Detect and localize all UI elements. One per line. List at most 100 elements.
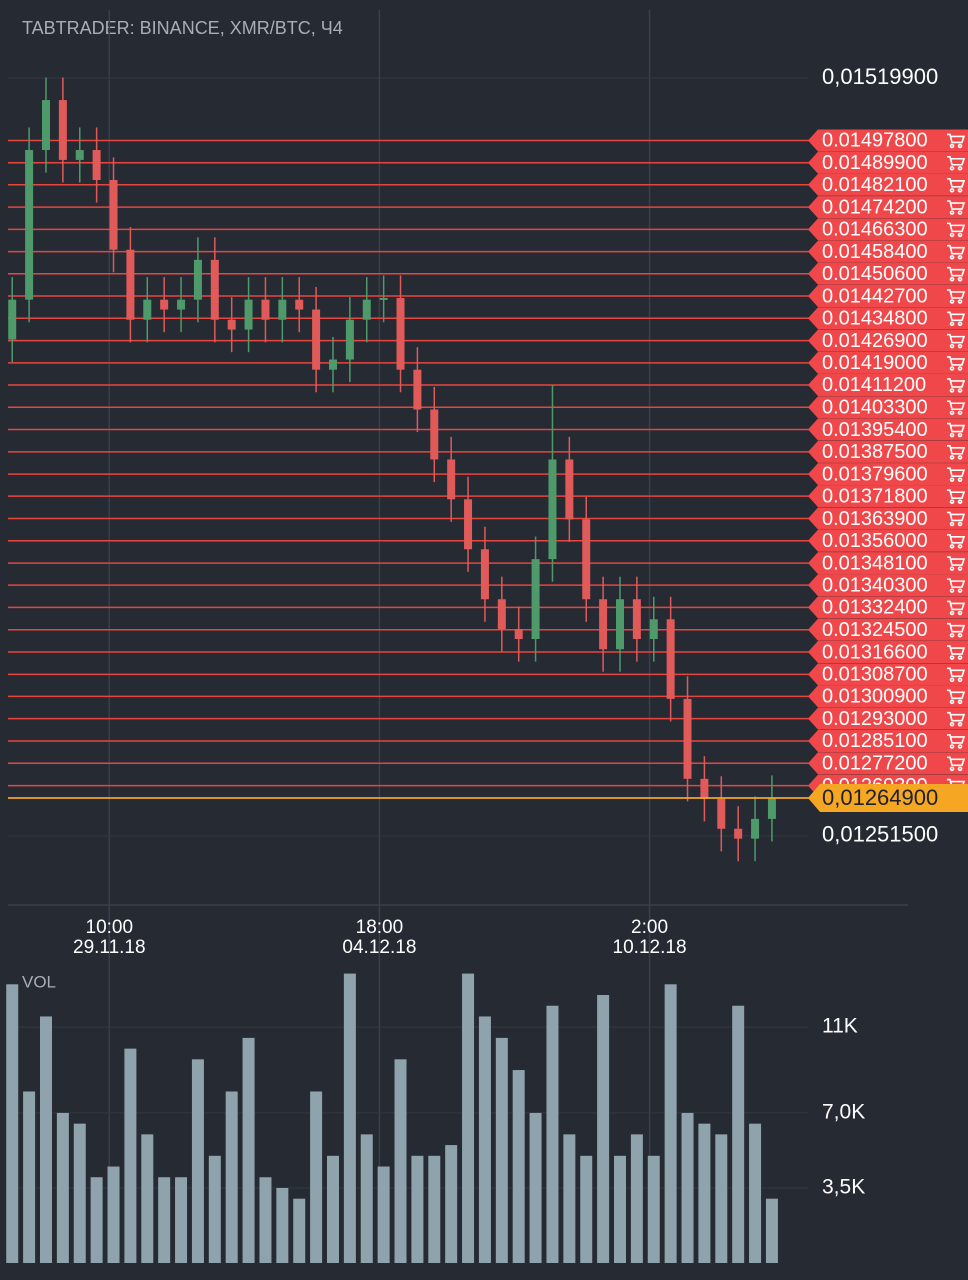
volume-bar	[749, 1123, 762, 1263]
volume-bar	[158, 1177, 171, 1263]
order-label: 0.01434800	[822, 308, 928, 330]
candle-body	[58, 100, 67, 160]
candle-body	[599, 599, 608, 650]
volume-bar	[310, 1091, 323, 1263]
x-tick-date: 29.11.18	[73, 937, 146, 958]
order-label: 0.01371800	[822, 485, 928, 507]
order-label: 0.01474200	[822, 196, 928, 218]
volume-bar	[529, 1112, 542, 1263]
candle-body	[632, 599, 641, 640]
volume-bar	[681, 1112, 694, 1263]
cart-icon	[947, 244, 966, 260]
order-label: 0.01300900	[822, 686, 928, 708]
order-label-bg	[808, 418, 968, 441]
volume-bar	[360, 1134, 373, 1263]
cart-icon	[947, 133, 966, 149]
cart-icon	[947, 289, 966, 304]
order-label-bg	[808, 262, 968, 285]
candle-body	[531, 559, 540, 640]
order-label-bg	[808, 440, 968, 463]
order-label-bg	[808, 173, 968, 196]
cart-icon	[947, 511, 966, 527]
volume-bar	[411, 1155, 424, 1263]
order-label: 0.01466300	[822, 219, 928, 241]
candle-body	[464, 499, 473, 550]
order-label: 0.01356000	[822, 530, 928, 552]
cart-icon	[947, 333, 966, 349]
cart-icon	[947, 356, 966, 371]
volume-bar	[732, 1005, 745, 1263]
volume-bar	[191, 1059, 204, 1263]
order-label-bg	[808, 285, 968, 308]
order-label-bg	[808, 307, 968, 330]
candle-body	[734, 828, 743, 839]
candle-body	[362, 299, 371, 320]
order-label-bg	[808, 707, 968, 730]
order-label-bg	[808, 618, 968, 641]
candle-body	[109, 179, 118, 250]
cart-icon	[947, 756, 966, 772]
volume-bar	[597, 995, 610, 1263]
volume-bar	[512, 1070, 525, 1263]
cart-icon	[947, 556, 966, 571]
order-label: 0.01379600	[822, 463, 928, 485]
order-label-bg	[808, 151, 968, 174]
candle-body	[751, 818, 760, 839]
candle-body	[396, 297, 405, 370]
order-label-bg	[808, 507, 968, 530]
order-label: 0.01419000	[822, 352, 928, 374]
order-label-bg	[808, 729, 968, 752]
order-label-bg	[808, 485, 968, 508]
candle-body	[244, 299, 253, 330]
order-label: 0.01442700	[822, 285, 928, 307]
x-tick-label: 18:00	[356, 917, 404, 938]
volume-bar	[90, 1177, 103, 1263]
volume-bar	[580, 1155, 593, 1263]
volume-tick-label: 11K	[822, 1015, 858, 1038]
current-price-label: 0,01264900	[822, 785, 938, 810]
order-label-bg	[808, 129, 968, 152]
volume-bar	[698, 1123, 711, 1263]
candle-body	[143, 299, 152, 320]
order-label: 0.01426900	[822, 330, 928, 352]
chart-title: TABTRADER: BINANCE, XMR/BTC, Ч4	[22, 18, 343, 38]
candle-body	[413, 369, 422, 410]
candle-body	[126, 249, 135, 320]
cart-icon	[947, 422, 966, 438]
cart-icon	[947, 533, 966, 549]
order-label: 0.01308700	[822, 664, 928, 686]
candle-body	[328, 359, 337, 370]
volume-tick-label: 7,0K	[822, 1100, 865, 1123]
cart-icon	[947, 711, 966, 727]
order-label: 0.01450600	[822, 263, 928, 285]
candle-body	[193, 259, 202, 300]
order-label: 0.01482100	[822, 174, 928, 196]
volume-bar	[276, 1187, 289, 1263]
cart-icon	[947, 155, 966, 171]
volume-bar	[326, 1155, 339, 1263]
volume-bar	[546, 1005, 559, 1263]
candle-body	[345, 319, 354, 360]
cart-icon	[947, 400, 966, 416]
current-price-bg	[808, 783, 968, 812]
cart-icon	[947, 667, 966, 683]
cart-icon	[947, 600, 966, 616]
order-label-bg	[808, 685, 968, 708]
cart-icon	[947, 689, 966, 705]
candle-body	[261, 299, 270, 320]
cart-icon	[947, 489, 966, 504]
order-label: 0.01332400	[822, 597, 928, 619]
order-label-bg	[808, 218, 968, 241]
order-label-bg	[808, 396, 968, 419]
cart-icon	[947, 467, 966, 482]
volume-bar	[343, 973, 356, 1263]
volume-bar	[175, 1177, 188, 1263]
volume-bar	[664, 984, 677, 1263]
volume-bar	[647, 1155, 660, 1263]
candle-body	[41, 100, 50, 151]
volume-bar	[242, 1037, 255, 1263]
order-label-bg	[808, 529, 968, 552]
candle-body	[615, 599, 624, 650]
order-label-bg	[808, 663, 968, 686]
candle-body	[582, 519, 591, 600]
